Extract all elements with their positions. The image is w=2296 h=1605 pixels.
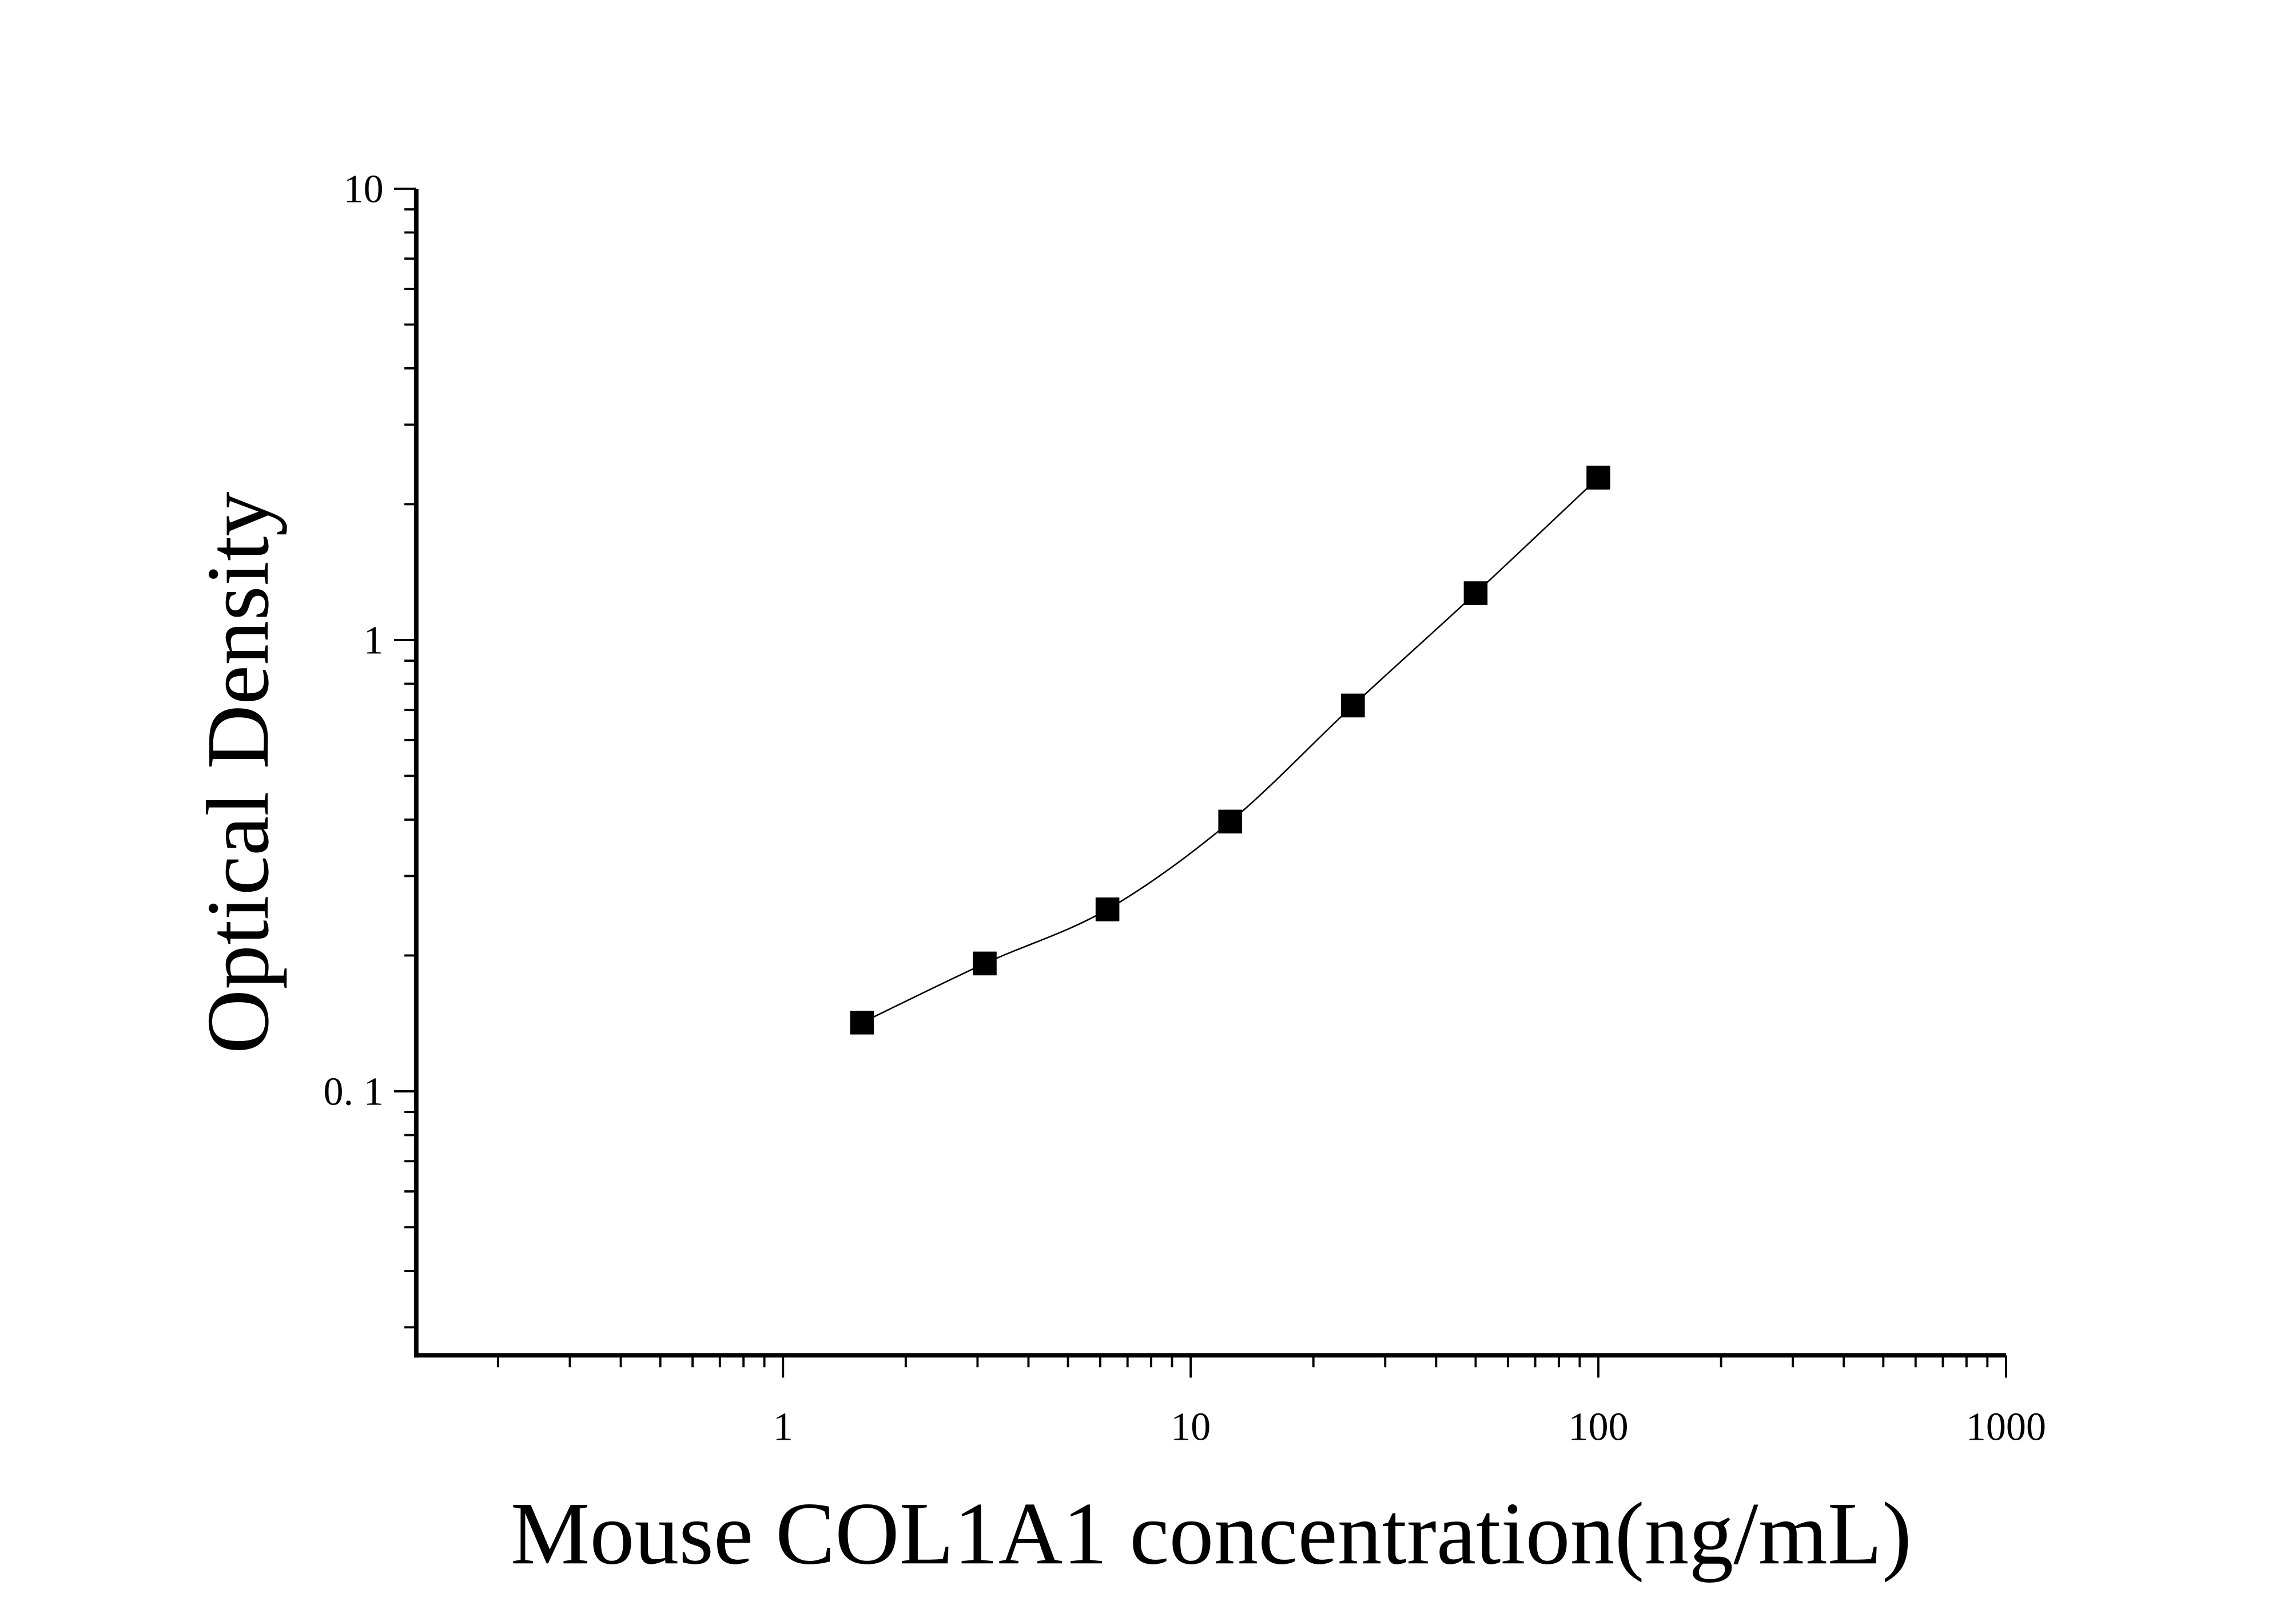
data-point: [1341, 693, 1365, 718]
y-tick-label: 1: [364, 618, 384, 662]
data-point: [1586, 466, 1610, 490]
x-tick-label: 1: [773, 1405, 793, 1449]
fit-curve: [861, 477, 1599, 1023]
data-point: [1463, 581, 1488, 605]
y-tick-label: 0. 1: [324, 1069, 384, 1114]
plot-area: 1 10 100 1000 0. 1 1 10: [324, 166, 2047, 1449]
x-tick-label: 1000: [1966, 1405, 2046, 1449]
x-axis-title: Mouse COL1A1 concentration(ng/mL): [511, 1484, 1912, 1583]
data-point: [1095, 897, 1120, 921]
data-point: [973, 951, 997, 976]
data-point: [850, 1010, 874, 1035]
y-tick-label: 10: [344, 166, 384, 211]
x-tick-label: 10: [1171, 1405, 1211, 1449]
y-axis-title: Optical Density: [188, 492, 287, 1054]
x-tick-label: 100: [1568, 1405, 1628, 1449]
data-point: [1218, 809, 1243, 834]
